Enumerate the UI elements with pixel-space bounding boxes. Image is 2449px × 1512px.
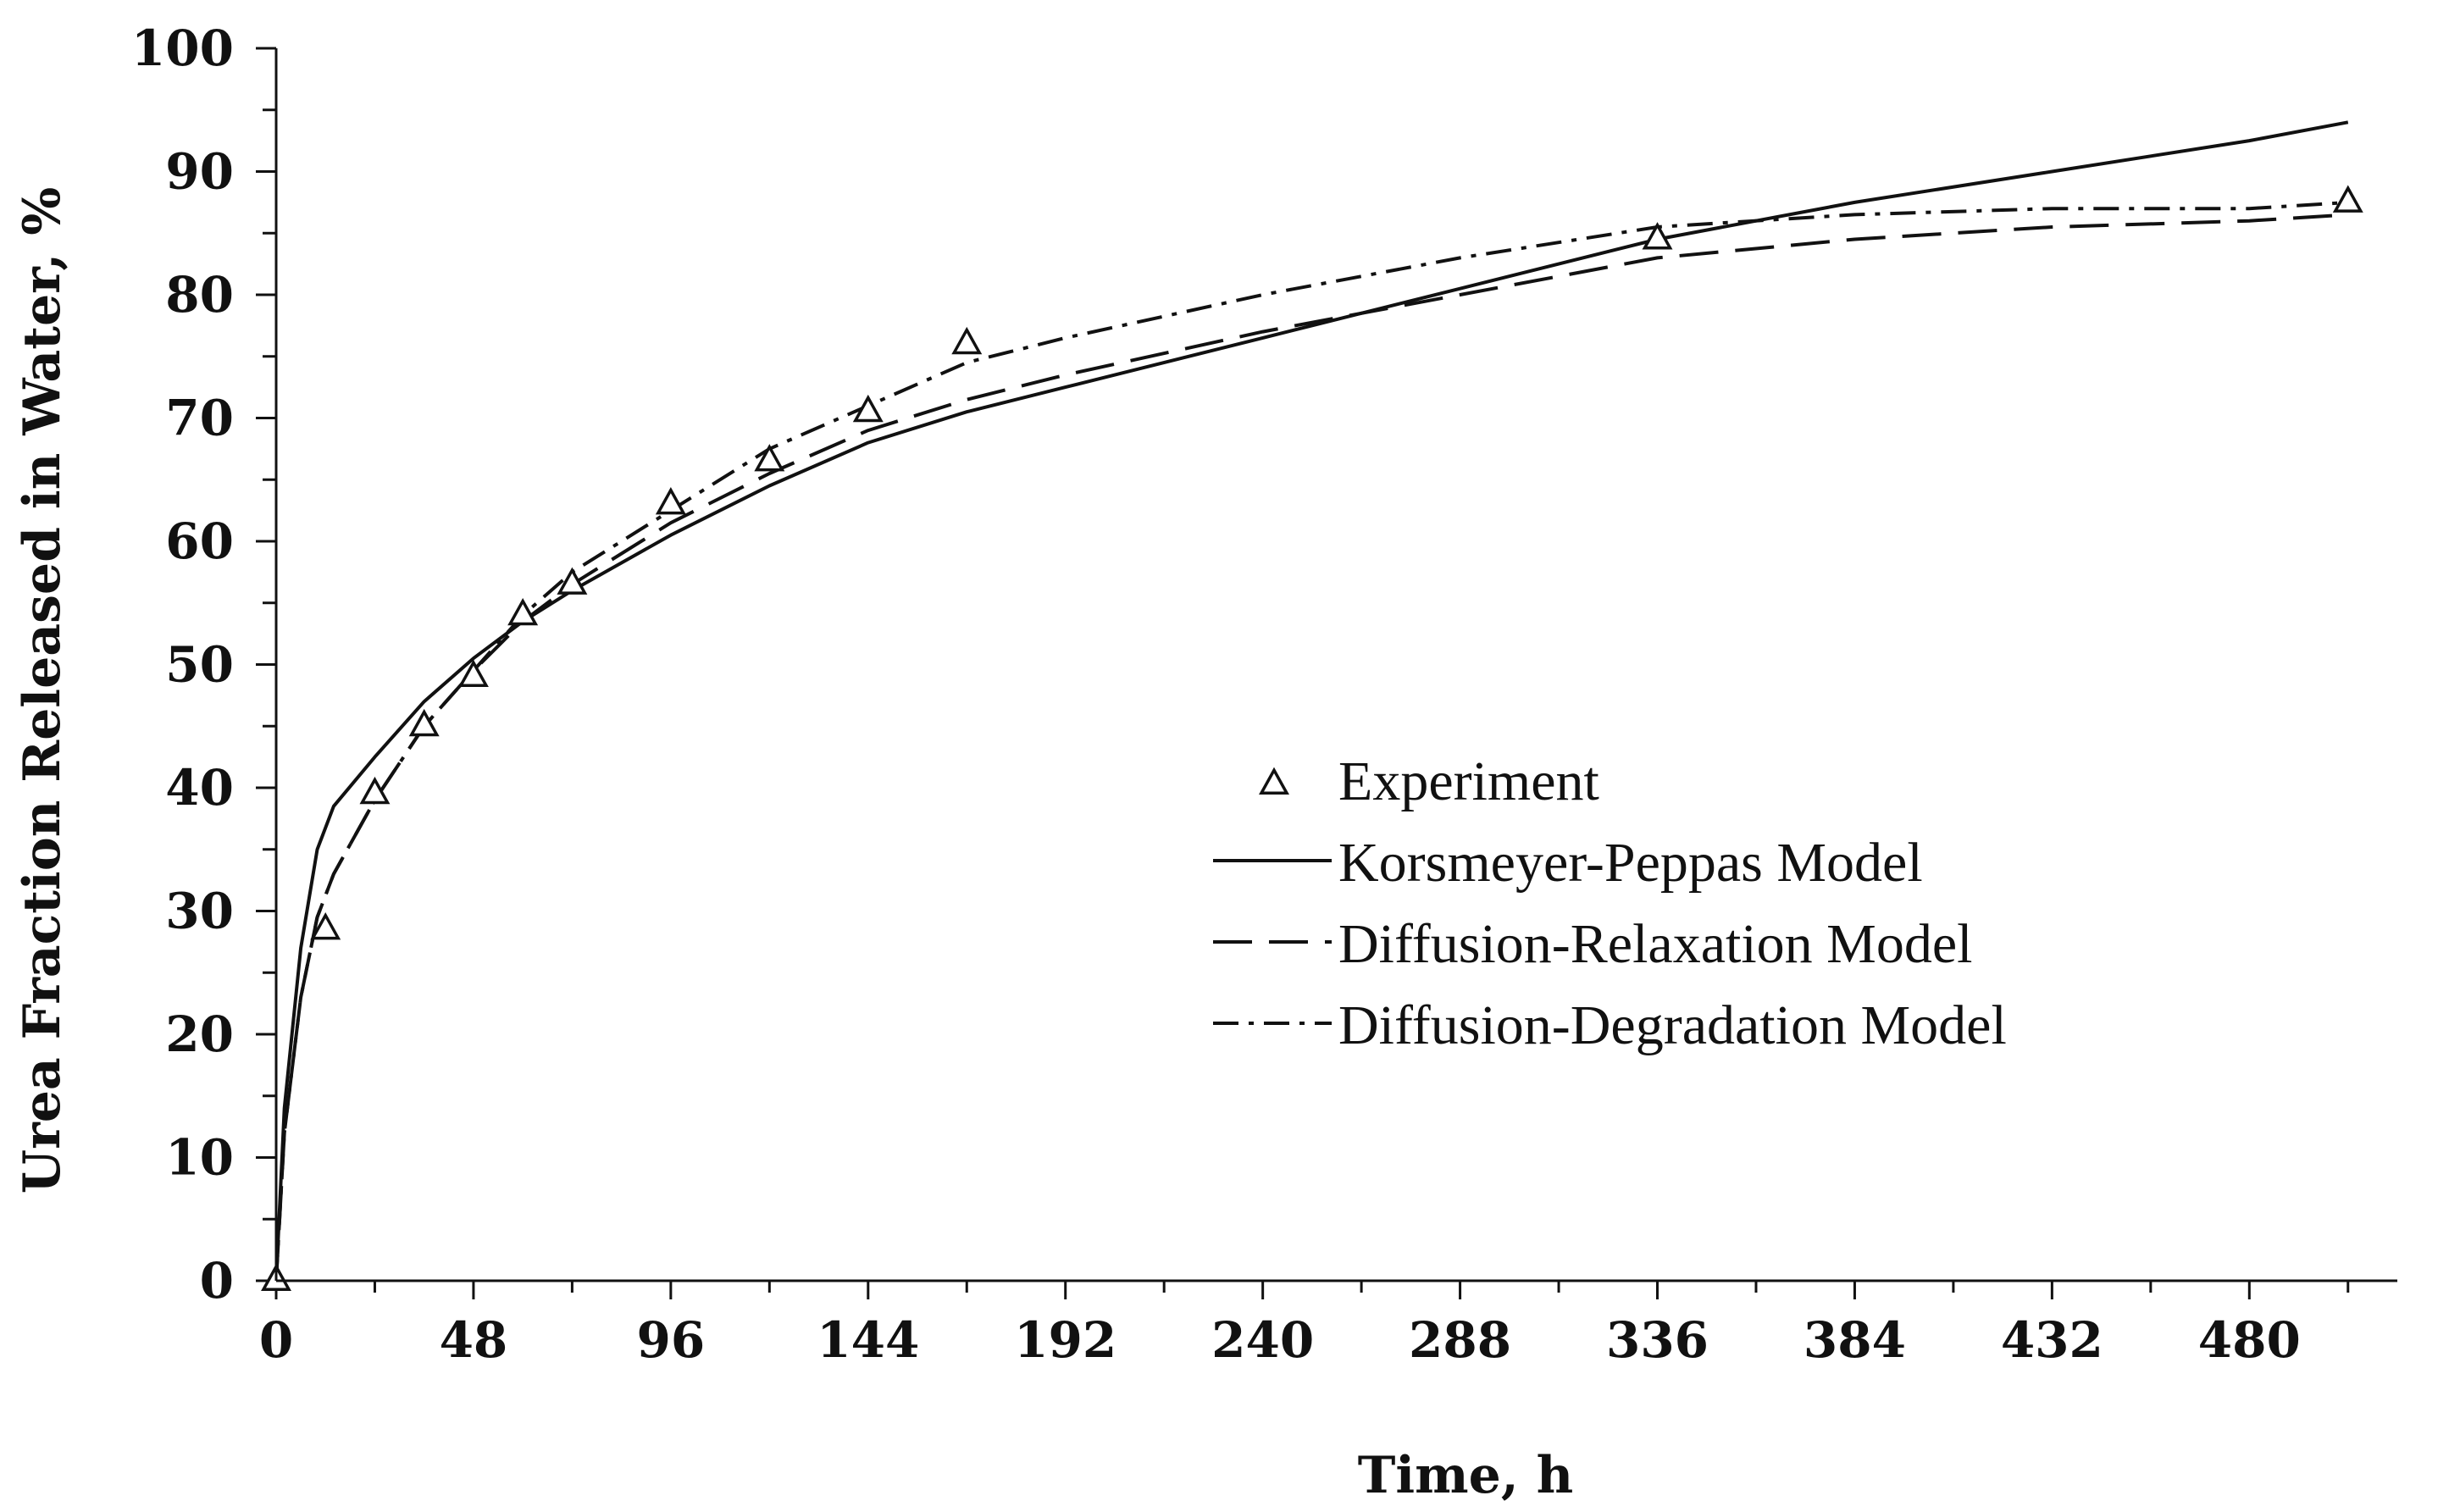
experiment-marker [951, 326, 983, 355]
experiment-marker [507, 597, 539, 626]
tick-labels: 0 48 96 144 192 240 288 336 384 432 480 0 10 20 30 40 50… [131, 19, 2301, 1369]
y-tick-label: 0 [200, 1252, 234, 1310]
diffusion-degradation-modelline [274, 200, 2348, 1282]
x-tick-label: 48 [440, 1311, 508, 1369]
legend-marker-experiment [1259, 767, 1289, 795]
axis-ticks [256, 47, 2350, 1299]
x-tick-label: 336 [1606, 1311, 1709, 1369]
experiment-marker [2332, 185, 2363, 213]
experiment-marker [557, 567, 588, 595]
y-axis-title: Urea Fraction Released in Water, % [13, 187, 72, 1194]
y-tick-label: 90 [165, 143, 234, 201]
experiment-marker [1642, 222, 1673, 250]
experiment-marker [408, 708, 440, 737]
y-tick-label: 30 [165, 883, 234, 940]
legend: Experiment Korsmeyer-Peppas Model Diffusio… [1213, 750, 2007, 1056]
y-tick-label: 60 [165, 512, 234, 570]
x-tick-label: 192 [1014, 1311, 1116, 1369]
legend-label: Diffusion-Degradation Model [1338, 994, 2007, 1056]
experiment-marker [310, 911, 341, 940]
x-tick-label: 240 [1211, 1311, 1314, 1369]
x-tick-label: 432 [2001, 1311, 2103, 1369]
x-tick-label: 480 [2198, 1311, 2301, 1369]
y-tick-label: 50 [165, 636, 234, 694]
y-tick-label: 40 [165, 759, 234, 817]
x-tick-label: 144 [817, 1311, 919, 1369]
experiment-marker [754, 444, 785, 472]
x-tick-label: 0 [259, 1311, 293, 1369]
y-tick-label: 70 [165, 390, 234, 447]
y-tick-label: 100 [131, 19, 234, 77]
y-tick-label: 20 [165, 1005, 234, 1063]
diffusion-relaxation-modelline [274, 213, 2348, 1282]
experiment-marker [852, 394, 884, 423]
experiment-marker [655, 487, 686, 515]
axes-group [274, 48, 2397, 1282]
y-tick-label: 80 [165, 266, 234, 324]
x-tick-label: 96 [637, 1311, 706, 1369]
korsmeyer-peppas-modelline [274, 120, 2349, 1282]
experiment-marker [457, 659, 489, 688]
series-group [274, 120, 2349, 1282]
y-tick-label: 10 [165, 1129, 234, 1187]
legend-label: Korsmeyer-Peppas Model [1338, 832, 1923, 894]
x-axis-title: Time, h [1358, 1446, 1574, 1505]
experiment-marker [359, 776, 391, 805]
x-tick-label: 288 [1409, 1311, 1511, 1369]
marker-group [261, 185, 2363, 1292]
legend-label: Experiment [1338, 750, 1599, 812]
x-tick-label: 384 [1804, 1311, 1906, 1369]
legend-label: Diffusion-Relaxation Model [1338, 913, 1973, 975]
